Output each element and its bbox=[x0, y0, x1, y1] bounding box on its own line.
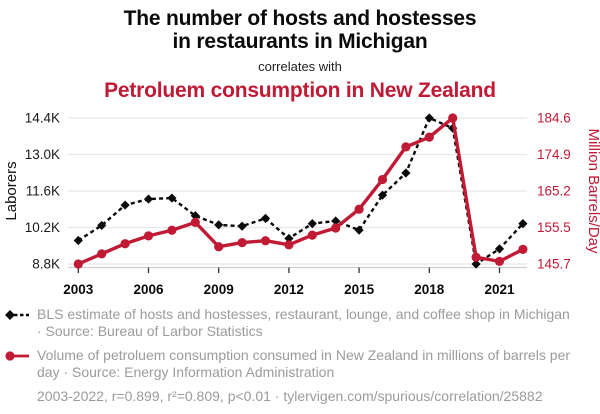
right-axis-tick-label: 155.5 bbox=[537, 220, 571, 235]
right-axis-tick-label: 145.7 bbox=[537, 257, 571, 272]
legend-label-petroleum: Volume of petroluem consumption consumed… bbox=[37, 347, 571, 380]
circle-marker bbox=[214, 242, 224, 252]
left-axis-tick-label: 14.4K bbox=[25, 111, 60, 126]
left-axis-tick-label: 13.0K bbox=[25, 147, 60, 162]
diamond-marker bbox=[73, 235, 83, 246]
circle-marker bbox=[471, 252, 481, 262]
diamond-marker bbox=[214, 220, 224, 230]
diamond-marker bbox=[284, 233, 294, 244]
diamond-marker bbox=[401, 168, 411, 178]
black-diamond-dashed-icon bbox=[5, 310, 29, 320]
circle-marker bbox=[260, 236, 271, 246]
circle-marker bbox=[284, 240, 294, 250]
circle-marker bbox=[143, 231, 154, 241]
circle-marker bbox=[448, 113, 458, 123]
circle-marker bbox=[424, 132, 434, 142]
legend: BLS estimate of hosts and hostesses, res… bbox=[5, 306, 580, 404]
diamond-marker bbox=[237, 221, 247, 231]
circle-marker bbox=[120, 239, 130, 249]
circle-marker bbox=[73, 259, 83, 269]
diamond-marker bbox=[190, 211, 200, 221]
x-axis-tick-label: 2012 bbox=[274, 282, 304, 297]
circle-marker bbox=[331, 223, 341, 233]
diamond-marker bbox=[167, 193, 177, 203]
x-axis-tick-label: 2003 bbox=[63, 282, 94, 297]
x-axis-tick-label: 2015 bbox=[344, 282, 375, 297]
circle-marker bbox=[237, 238, 247, 248]
left-axis-tick-label: 8.8K bbox=[32, 257, 60, 272]
stats-caption: 2003-2022, r=0.899, r²=0.809, p<0.01 · t… bbox=[37, 388, 543, 404]
circle-marker bbox=[167, 225, 177, 235]
right-axis-tick-label: 174.9 bbox=[537, 147, 571, 162]
circle-marker bbox=[518, 244, 528, 254]
title-connector: correlates with bbox=[258, 59, 342, 74]
diamond-marker bbox=[377, 190, 388, 200]
diamond-marker bbox=[120, 200, 130, 210]
right-axis-tick-label: 165.2 bbox=[537, 184, 571, 199]
circle-marker bbox=[354, 204, 364, 214]
diamond-marker bbox=[143, 194, 154, 204]
diamond-marker bbox=[260, 213, 271, 223]
left-axis-tick-label: 10.2K bbox=[25, 220, 60, 235]
circle-marker bbox=[190, 217, 200, 227]
diamond-marker bbox=[518, 218, 528, 229]
diamond-marker bbox=[97, 220, 107, 231]
x-axis-tick-label: 2021 bbox=[484, 282, 515, 297]
diamond-marker bbox=[494, 244, 505, 254]
chart-title: The number of hosts and hostesses in res… bbox=[0, 0, 600, 53]
diamond-marker bbox=[307, 218, 317, 229]
circle-marker bbox=[377, 174, 388, 185]
x-axis-tick-label: 2018 bbox=[414, 282, 445, 297]
red-circle-solid-icon bbox=[5, 351, 29, 361]
legend-label-hosts: BLS estimate of hosts and hostesses, res… bbox=[37, 306, 570, 339]
circle-marker bbox=[307, 230, 317, 240]
right-axis-title: Million Barrels/Day bbox=[585, 128, 600, 254]
dual-axis-line-chart: 14.4K 184.6 13.0K 174.9 11.6K 165.2 10.2K 155.5… bbox=[3, 111, 600, 298]
title-block: The number of hosts and hostesses in res… bbox=[0, 0, 600, 103]
left-axis-title: Laborers bbox=[3, 161, 20, 220]
title-line-2: in restaurants in Michigan bbox=[172, 30, 428, 53]
left-axis-tick-label: 11.6K bbox=[26, 184, 60, 199]
diamond-marker bbox=[354, 225, 364, 235]
x-axis-tick-label: 2009 bbox=[204, 282, 234, 297]
title-accent-red: Petroluem consumption in New Zealand bbox=[104, 79, 496, 102]
title-line-1: The number of hosts and hostesses bbox=[123, 7, 477, 30]
circle-marker bbox=[494, 256, 505, 266]
diamond-marker bbox=[424, 113, 434, 123]
circle-marker bbox=[401, 142, 411, 152]
legend-entry-hosts: BLS estimate of hosts and hostesses, res… bbox=[5, 306, 580, 340]
diamond-marker bbox=[471, 259, 481, 269]
circle-marker bbox=[97, 249, 107, 259]
diamond-marker bbox=[331, 216, 341, 226]
legend-entry-petroleum: Volume of petroluem consumption consumed… bbox=[5, 347, 580, 381]
x-axis-tick-label: 2006 bbox=[133, 282, 164, 297]
right-axis-tick-label: 184.6 bbox=[537, 111, 571, 126]
